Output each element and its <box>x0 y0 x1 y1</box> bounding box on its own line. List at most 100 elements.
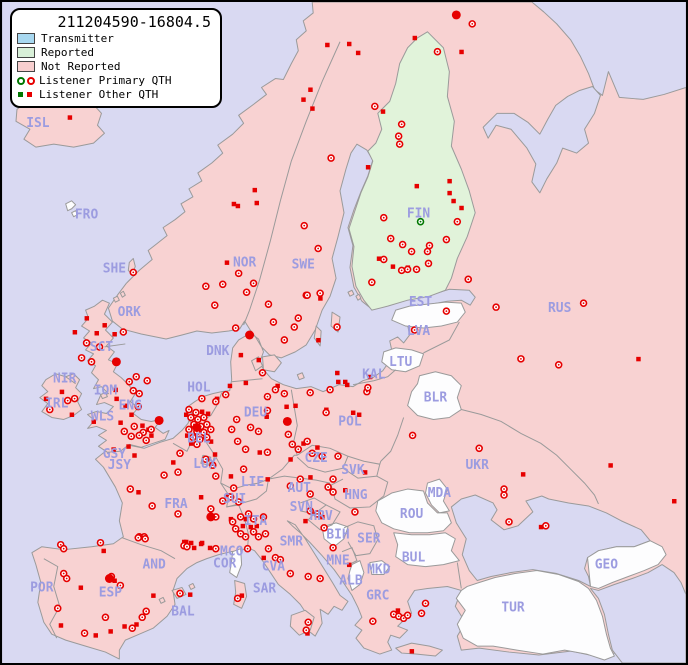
country-border-2 <box>290 389 298 456</box>
listener-other-marker <box>672 498 677 504</box>
listener-primary-marker-dot <box>274 556 277 559</box>
listener-primary-marker-dot <box>398 143 401 146</box>
listener-primary-marker-dot <box>177 471 179 474</box>
listener-other-marker <box>134 622 139 627</box>
listener-primary-marker-dot <box>427 262 430 265</box>
listener-primary-marker-dot <box>214 547 217 550</box>
listener-primary-marker-dot <box>146 379 149 382</box>
listener-primary-marker-dot <box>397 615 400 618</box>
listener-primary-marker-dot <box>297 448 300 451</box>
listener-other-marker <box>140 423 145 428</box>
listener-other-marker <box>257 450 262 455</box>
not-reported-swatch <box>17 61 35 72</box>
listener-primary-marker-dot <box>246 547 249 550</box>
listener-primary-marker-dot <box>104 616 107 619</box>
listener-primary-marker-dot <box>321 455 324 458</box>
bosnia-shape <box>321 522 349 548</box>
listener-other-marker <box>608 463 613 468</box>
listener-primary-marker-dot <box>400 123 403 126</box>
listener-other-marker <box>238 352 244 358</box>
listener-primary-marker-dot <box>503 494 505 496</box>
listener-primary-marker-dot <box>309 510 312 512</box>
listener-primary-marker-dot <box>65 577 68 580</box>
listener-other-marker <box>346 562 352 568</box>
listener-other-marker <box>171 460 176 465</box>
listener-primary-marker-dot <box>130 435 133 438</box>
country-label-POR: POR <box>30 580 54 595</box>
country-label-RUS: RUS <box>548 301 571 316</box>
listener-primary-marker-dot <box>85 342 88 344</box>
se-corner-sea-shape <box>590 564 686 663</box>
listener-other-marker <box>256 357 262 363</box>
legend-label: Listener Other QTH <box>39 88 159 101</box>
listener-primary-marker-dot <box>323 526 326 529</box>
listener-primary-marker-dot <box>133 425 136 428</box>
listener-primary-marker-dot <box>221 283 224 286</box>
listener-primary-marker-dot <box>230 428 233 431</box>
listener-primary-marker-dot <box>257 430 260 433</box>
listener-cluster-marker <box>104 574 114 583</box>
listener-primary-marker-dot <box>293 326 296 328</box>
listener-other-marker <box>520 472 526 477</box>
listener-primary-marker-dot <box>202 431 205 434</box>
listener-cluster-marker <box>111 357 121 367</box>
white-sea-shape <box>482 85 601 194</box>
listener-other-marker <box>264 414 269 419</box>
listener-other-marker <box>248 524 254 530</box>
listener-other-marker <box>325 42 330 48</box>
legend-row-transmitter: Transmitter <box>17 32 215 45</box>
country-label-MDA: MDA <box>428 486 452 501</box>
listener-primary-marker-dot <box>389 237 392 240</box>
listener-primary-marker-dot <box>188 408 190 411</box>
listener-primary-marker-dot <box>317 247 320 250</box>
listener-primary-marker-dot <box>204 285 207 288</box>
faroe-1-shape <box>65 200 77 212</box>
listener-other-marker <box>205 411 211 416</box>
listener-primary-marker-dot <box>221 500 224 502</box>
listener-primary-marker-dot <box>177 513 179 515</box>
listener-primary-marker-dot <box>402 617 405 620</box>
country-label-BEL: BEL <box>187 431 211 446</box>
listener-other-marker <box>43 396 49 402</box>
other-qth-icons <box>17 92 39 97</box>
listener-other-marker <box>293 403 298 409</box>
listener-other-marker <box>376 256 382 261</box>
country-label-BUL: BUL <box>402 551 426 566</box>
country-label-HRV: HRV <box>309 509 333 524</box>
listener-primary-marker-dot <box>252 282 255 285</box>
country-label-ISL: ISL <box>26 116 50 131</box>
country-label-BAL: BAL <box>171 604 195 619</box>
country-border-20 <box>461 409 599 505</box>
listener-primary-marker-dot <box>557 363 560 366</box>
listener-primary-marker-dot <box>98 346 101 348</box>
listener-primary-marker-dot <box>266 451 269 454</box>
listener-other-marker <box>240 523 246 529</box>
legend-row-not-reported: Not Reported <box>17 60 215 73</box>
listener-cluster-marker <box>206 512 216 522</box>
reported-primary-marker-dot <box>419 220 422 223</box>
listener-primary-marker-dot <box>309 391 312 394</box>
listener-other-marker <box>101 548 106 554</box>
listener-other-marker <box>365 165 371 170</box>
listener-other-marker <box>118 420 123 425</box>
listener-primary-marker-dot <box>544 524 547 527</box>
listener-primary-marker-dot <box>224 393 227 396</box>
listener-primary-marker-dot <box>150 428 153 431</box>
listener-other-marker <box>362 470 368 475</box>
listener-other-marker <box>412 35 418 41</box>
listener-primary-marker-dot <box>332 546 334 549</box>
listener-primary-marker-dot <box>73 397 76 400</box>
listener-other-marker <box>320 514 325 520</box>
listener-primary-marker-dot <box>141 616 144 619</box>
listener-primary-marker-dot <box>237 501 240 503</box>
country-label-AUT: AUT <box>288 481 312 496</box>
listener-other-marker <box>356 412 362 417</box>
country-label-MNE: MNE <box>326 554 349 569</box>
listener-other-marker <box>355 50 361 56</box>
listener-primary-marker-dot <box>202 416 205 419</box>
country-label-FRO: FRO <box>75 208 99 223</box>
listener-primary-marker-dot <box>392 613 395 616</box>
ibiza-shape <box>158 596 166 604</box>
